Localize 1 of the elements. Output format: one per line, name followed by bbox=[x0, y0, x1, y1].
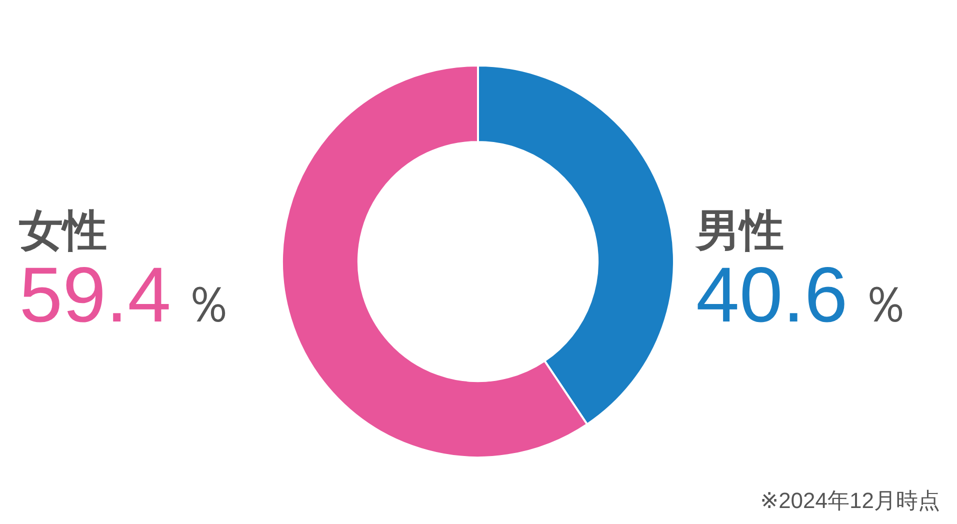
text: ※2024年12月時点 bbox=[760, 488, 940, 513]
